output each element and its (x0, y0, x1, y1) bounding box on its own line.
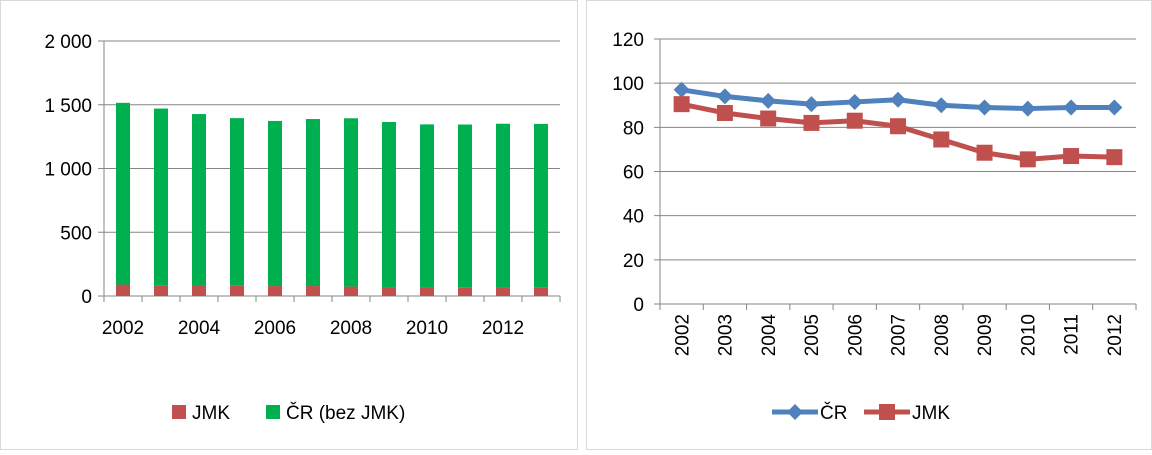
chart-border (586, 0, 1152, 450)
right-chart-panel: 0 20 40 60 80 100 120 2002 2003 2004 2005 2006 2007 2… (586, 0, 1152, 450)
stacked-bar-chart: 0 500 1 000 1 500 2 000 2002 2004 2006 2008 2010 2… (0, 0, 578, 450)
bar-segment (268, 286, 282, 296)
x-tick-label: 2003 (716, 314, 737, 356)
y-tick-label: 40 (623, 207, 644, 228)
bar-segment (420, 287, 434, 296)
y-tick-label: 20 (623, 251, 644, 272)
data-point (716, 104, 733, 121)
bar-segment (230, 285, 244, 296)
bar-segment (534, 287, 548, 296)
bar-segment (458, 124, 472, 288)
left-chart-panel: 0 500 1 000 1 500 2 000 2002 2004 2006 2008 2010 2… (0, 0, 578, 450)
y-tick-label: 100 (612, 74, 644, 95)
bar-segment (154, 108, 168, 286)
bar-segment (420, 124, 434, 288)
data-point (976, 99, 993, 116)
bar-segment (268, 120, 282, 287)
bar-segment (344, 286, 358, 296)
data-point (803, 96, 820, 113)
x-tick-label: 2007 (889, 314, 910, 356)
bar-segment (154, 285, 168, 296)
bar-segment (230, 118, 244, 286)
data-point (890, 91, 906, 108)
data-point (933, 97, 950, 114)
legend-swatch (172, 405, 186, 419)
x-tick-label: 2008 (932, 314, 953, 356)
x-tick-label: 2005 (802, 314, 823, 356)
bar-segment (382, 287, 396, 296)
data-point (846, 93, 863, 110)
x-tick-label: 2004 (759, 314, 780, 357)
bar-segment (116, 284, 130, 296)
bar-segment (496, 287, 510, 296)
x-tick-label: 2006 (845, 314, 866, 356)
x-tick-label: 2012 (482, 318, 524, 339)
legend-label: JMK (912, 403, 950, 424)
legend-label: JMK (192, 403, 230, 424)
x-tick-label: 2012 (1105, 314, 1126, 356)
bar-segment (116, 102, 130, 285)
data-point (933, 131, 950, 148)
y-tick-label: 2 000 (44, 32, 92, 53)
x-tick-label: 2009 (975, 314, 996, 356)
bar-segment (192, 285, 206, 296)
y-tick-label: 0 (633, 295, 644, 316)
legend-marker (879, 404, 895, 420)
x-tick-label: 2004 (178, 318, 221, 339)
y-tick-label: 500 (60, 223, 92, 244)
y-tick-label: 1 000 (44, 160, 92, 181)
x-tick-label: 2008 (330, 318, 372, 339)
data-point (716, 88, 733, 105)
data-point (846, 112, 863, 129)
y-tick-label: 120 (612, 30, 644, 51)
bar-segment (344, 118, 358, 287)
data-point (890, 118, 906, 135)
data-point (760, 92, 777, 109)
data-point (760, 110, 777, 127)
data-point (1106, 99, 1123, 116)
legend-label: ČR (820, 402, 847, 424)
data-point (673, 96, 690, 113)
bar-segment (306, 119, 320, 287)
data-point (1019, 100, 1036, 117)
data-point (1063, 148, 1080, 165)
bar-segment (496, 123, 510, 288)
x-tick-label: 2010 (406, 318, 448, 339)
legend-swatch (266, 405, 280, 419)
y-tick-label: 0 (81, 287, 92, 308)
x-tick-label: 2006 (254, 318, 296, 339)
legend-marker (787, 404, 803, 420)
bar-segment (192, 114, 206, 286)
bar-segment (306, 286, 320, 296)
x-tick-label: 2002 (102, 318, 144, 339)
y-tick-label: 1 500 (44, 96, 92, 117)
y-tick-label: 80 (623, 118, 644, 139)
bar-segment (382, 121, 396, 288)
data-point (976, 144, 993, 161)
bar-segment (534, 123, 548, 288)
data-point (1063, 99, 1080, 116)
data-point (803, 114, 820, 131)
data-point (1106, 149, 1123, 166)
legend-label: ČR (bez JMK) (286, 402, 405, 424)
data-point (1019, 151, 1036, 168)
y-tick-label: 60 (623, 163, 644, 184)
chart-border (0, 0, 578, 450)
data-point (673, 81, 690, 98)
line-chart: 0 20 40 60 80 100 120 2002 2003 2004 2005 2006 2007 2… (586, 0, 1152, 450)
x-tick-label: 2010 (1018, 314, 1039, 356)
x-tick-label: 2002 (672, 314, 693, 356)
bar-segment (458, 287, 472, 296)
x-tick-label: 2011 (1062, 314, 1083, 355)
